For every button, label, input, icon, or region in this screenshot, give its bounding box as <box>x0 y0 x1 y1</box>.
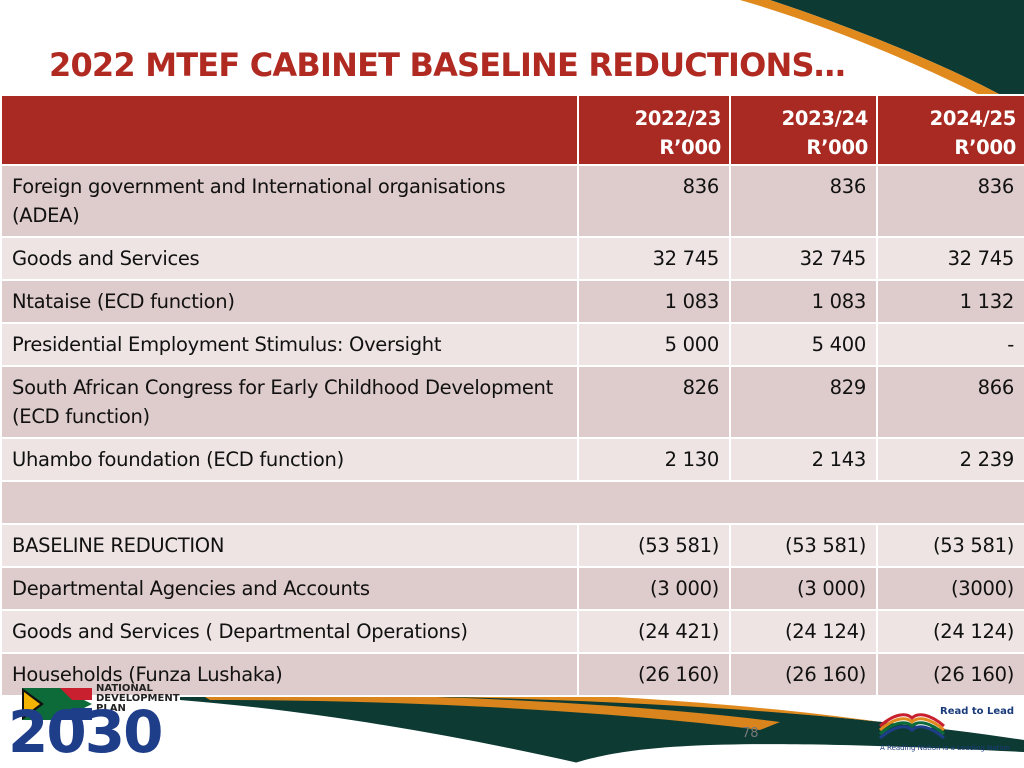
table-row: Uhambo foundation (ECD function) 2 130 2… <box>0 437 1024 482</box>
row-value: (53 581) <box>729 523 878 568</box>
row-label: Uhambo foundation (ECD function) <box>0 437 579 482</box>
row-value: (24 124) <box>729 609 878 654</box>
table-row: Goods and Services 32 745 32 745 32 745 <box>0 236 1024 281</box>
table-row: Presidential Employment Stimulus: Oversi… <box>0 322 1024 367</box>
row-value: (26 160) <box>577 652 731 697</box>
row-value: 836 <box>729 164 878 238</box>
row-value: - <box>876 322 1024 367</box>
spacer-cell <box>0 480 1024 525</box>
row-label: Presidential Employment Stimulus: Oversi… <box>0 322 579 367</box>
row-value: 2 239 <box>876 437 1024 482</box>
south-africa-flag-swoosh-icon <box>22 688 92 720</box>
table-row: Households (Funza Lushaka) (26 160) (26 … <box>0 652 1024 697</box>
row-value: 5 400 <box>729 322 878 367</box>
read-to-lead-title: Read to Lead <box>940 706 1015 717</box>
ndp-line-2: DEVELOPMENT <box>96 693 180 704</box>
row-value: (24 421) <box>577 609 731 654</box>
header-year: 2022/23 <box>634 107 722 130</box>
row-label: Foreign government and International org… <box>0 164 579 238</box>
row-label: BASELINE REDUCTION <box>0 523 579 568</box>
row-value: (26 160) <box>876 652 1024 697</box>
header-year-cell: 2023/24 R’000 <box>729 94 878 166</box>
table-header-row: 2022/23 R’000 2023/24 R’000 2024/25 R’00… <box>0 94 1024 166</box>
row-label: Goods and Services <box>0 236 579 281</box>
row-value: (26 160) <box>729 652 878 697</box>
row-value: 32 745 <box>577 236 731 281</box>
baseline-reductions-table: 2022/23 R’000 2023/24 R’000 2024/25 R’00… <box>0 94 1024 697</box>
table-row: BASELINE REDUCTION (53 581) (53 581) (53… <box>0 523 1024 568</box>
table-spacer-row <box>0 480 1024 525</box>
row-value: 866 <box>876 365 1024 439</box>
header-year: 2023/24 <box>781 107 869 130</box>
ndp-line-1: NATIONAL <box>96 683 153 694</box>
row-value: 1 083 <box>577 279 731 324</box>
row-label: South African Congress for Early Childho… <box>0 365 579 439</box>
row-value: 32 745 <box>876 236 1024 281</box>
row-label: Departmental Agencies and Accounts <box>0 566 579 611</box>
row-value: 1 132 <box>876 279 1024 324</box>
row-value: (53 581) <box>876 523 1024 568</box>
ndp-line-3: PLAN <box>96 703 126 714</box>
row-value: 2 143 <box>729 437 878 482</box>
row-value: 1 083 <box>729 279 878 324</box>
header-year-cell: 2024/25 R’000 <box>876 94 1024 166</box>
table-row: Goods and Services ( Departmental Operat… <box>0 609 1024 654</box>
ndp-year: 2030 <box>8 698 163 766</box>
row-value: 2 130 <box>577 437 731 482</box>
table-row: Departmental Agencies and Accounts (3 00… <box>0 566 1024 611</box>
header-label-cell <box>0 94 579 166</box>
bottom-orange-band <box>200 693 780 730</box>
row-value: 826 <box>577 365 731 439</box>
table-row: Ntataise (ECD function) 1 083 1 083 1 13… <box>0 279 1024 324</box>
row-label: Households (Funza Lushaka) <box>0 652 579 697</box>
row-label: Goods and Services ( Departmental Operat… <box>0 609 579 654</box>
row-value: 829 <box>729 365 878 439</box>
row-value: (24 124) <box>876 609 1024 654</box>
table-row: South African Congress for Early Childho… <box>0 365 1024 439</box>
table-row: Foreign government and International org… <box>0 164 1024 238</box>
row-value: (53 581) <box>577 523 731 568</box>
header-unit: R’000 <box>659 136 721 159</box>
row-value: (3 000) <box>577 566 731 611</box>
row-value: 836 <box>876 164 1024 238</box>
read-to-lead-tagline: A Reading Nation is a Leading Nation <box>880 744 1010 752</box>
slide-title: 2022 MTEF CABINET BASELINE REDUCTIONS… <box>49 46 846 84</box>
header-year-cell: 2022/23 R’000 <box>577 94 731 166</box>
ndp-logo-text: NATIONAL DEVELOPMENT PLAN <box>96 684 206 714</box>
row-value: 32 745 <box>729 236 878 281</box>
row-value: (3000) <box>876 566 1024 611</box>
header-year: 2024/25 <box>929 107 1017 130</box>
row-value: (3 000) <box>729 566 878 611</box>
open-book-icon <box>879 713 945 740</box>
header-unit: R’000 <box>954 136 1016 159</box>
row-value: 836 <box>577 164 731 238</box>
header-unit: R’000 <box>806 136 868 159</box>
page-number: 78 <box>742 726 759 741</box>
row-label: Ntataise (ECD function) <box>0 279 579 324</box>
row-value: 5 000 <box>577 322 731 367</box>
